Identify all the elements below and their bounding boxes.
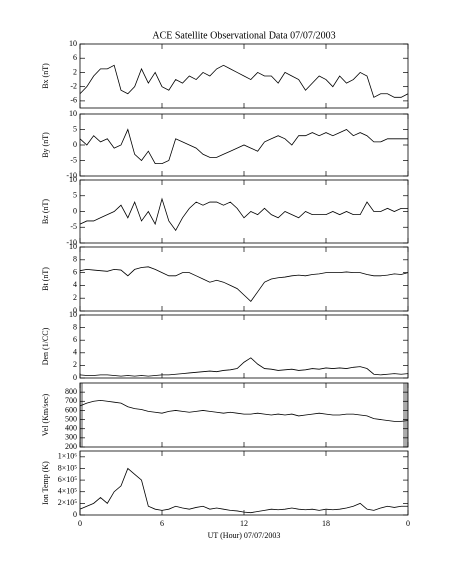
- y-axis-label: Ion Temp (K): [41, 461, 50, 505]
- y-tick-label: -2: [70, 81, 77, 90]
- y-tick-label: 0: [73, 140, 77, 149]
- data-gap: [403, 383, 408, 447]
- y-axis-label: Den (1/CC): [41, 327, 50, 365]
- data-line: [79, 128, 408, 164]
- y-tick-label: 2×10⁵: [58, 498, 78, 507]
- y-tick-label: 6: [73, 267, 77, 276]
- y-tick-label: 600: [65, 405, 77, 414]
- y-tick-label: 8: [73, 322, 77, 331]
- y-tick-label: 300: [65, 433, 77, 442]
- y-axis-label: By (nT): [41, 132, 50, 158]
- y-tick-label: 10: [69, 310, 77, 319]
- y-tick-label: 4×10⁵: [58, 487, 78, 496]
- x-tick-label: 12: [240, 519, 248, 528]
- y-tick-label: 8: [73, 255, 77, 264]
- y-tick-label: 2: [73, 360, 77, 369]
- y-tick-label: 10: [69, 39, 77, 48]
- x-tick-label: 18: [322, 519, 330, 528]
- x-axis-label: UT (Hour) 07/07/2003: [208, 531, 281, 540]
- y-tick-label: 400: [65, 424, 77, 433]
- data-line: [79, 399, 409, 422]
- y-tick-label: 1×10⁶: [58, 452, 78, 461]
- chart-title: ACE Satellite Observational Data 07/07/2…: [152, 30, 335, 41]
- y-tick-label: -10: [66, 171, 77, 180]
- y-tick-label: 5: [73, 124, 77, 133]
- y-tick-label: 200: [65, 442, 77, 451]
- y-axis-label: Bt (nT): [41, 267, 50, 291]
- y-tick-label: 10: [69, 109, 77, 118]
- x-tick-label: 0: [78, 519, 82, 528]
- y-tick-label: 10: [69, 242, 77, 251]
- x-tick-label: 0: [406, 519, 410, 528]
- y-axis-label: Bz (nT): [41, 199, 50, 224]
- panel-frame: [79, 179, 409, 244]
- y-tick-label: -5: [70, 155, 77, 164]
- panel-frame: [79, 314, 409, 379]
- y-tick-label: 500: [65, 414, 77, 423]
- y-tick-label: 0: [73, 373, 77, 382]
- y-tick-label: -5: [70, 222, 77, 231]
- y-tick-label: 0: [73, 306, 77, 315]
- y-tick-label: 700: [65, 396, 77, 405]
- y-axis-label: Bx (nT): [41, 63, 50, 89]
- y-tick-label: -6: [70, 96, 77, 105]
- y-tick-label: 4: [73, 280, 77, 289]
- y-tick-label: 6: [73, 53, 77, 62]
- data-line: [79, 64, 409, 98]
- data-line: [79, 467, 408, 514]
- panel-frame: [79, 246, 409, 312]
- y-tick-label: 2: [73, 293, 77, 302]
- data-line: [79, 357, 409, 377]
- y-tick-label: 4: [73, 348, 77, 357]
- y-tick-label: 6×10⁵: [58, 475, 78, 484]
- y-tick-label: 2: [73, 67, 77, 76]
- data-line: [79, 266, 409, 303]
- y-tick-label: 6: [73, 335, 77, 344]
- y-tick-label: -10: [66, 238, 77, 247]
- data-gap: [80, 383, 83, 447]
- data-line: [79, 197, 408, 232]
- y-axis-label: Vel (Km/sec): [41, 393, 50, 436]
- y-tick-label: 800: [65, 387, 77, 396]
- y-tick-label: 10: [69, 175, 77, 184]
- y-tick-label: 8×10⁵: [58, 463, 78, 472]
- panel-frame: [79, 450, 409, 516]
- x-tick-label: 6: [160, 519, 164, 528]
- y-tick-label: 5: [73, 191, 77, 200]
- y-tick-label: 0: [73, 510, 77, 519]
- y-tick-label: 0: [73, 206, 77, 215]
